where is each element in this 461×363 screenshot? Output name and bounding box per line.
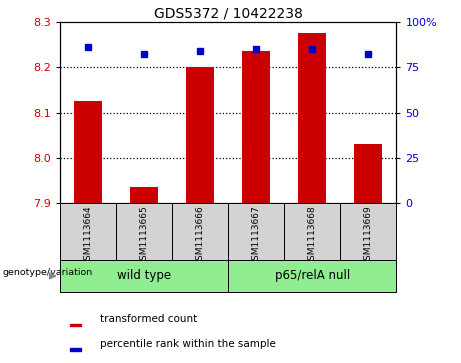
Bar — [60, 260, 228, 292]
Bar — [116, 203, 172, 260]
Bar — [228, 203, 284, 260]
Text: GSM1113665: GSM1113665 — [140, 205, 148, 266]
Text: GSM1113669: GSM1113669 — [364, 205, 373, 266]
Text: GSM1113668: GSM1113668 — [308, 205, 317, 266]
Text: percentile rank within the sample: percentile rank within the sample — [100, 339, 276, 348]
Text: wild type: wild type — [117, 269, 171, 282]
Text: transformed count: transformed count — [100, 314, 198, 324]
Bar — [60, 203, 116, 260]
Bar — [355, 144, 383, 203]
Bar — [130, 187, 158, 203]
Text: genotype/variation: genotype/variation — [3, 268, 93, 277]
Bar — [340, 203, 396, 260]
Text: p65/relA null: p65/relA null — [275, 269, 350, 282]
Bar — [228, 260, 396, 292]
Bar — [298, 33, 326, 203]
Bar — [186, 67, 214, 203]
Text: GSM1113664: GSM1113664 — [83, 205, 93, 266]
Bar — [70, 324, 81, 326]
Bar — [70, 348, 81, 351]
Bar — [172, 203, 228, 260]
Bar — [284, 203, 340, 260]
Bar — [74, 101, 102, 203]
Title: GDS5372 / 10422238: GDS5372 / 10422238 — [154, 7, 302, 21]
Bar — [242, 51, 270, 203]
Text: GSM1113666: GSM1113666 — [195, 205, 205, 266]
Text: GSM1113667: GSM1113667 — [252, 205, 261, 266]
